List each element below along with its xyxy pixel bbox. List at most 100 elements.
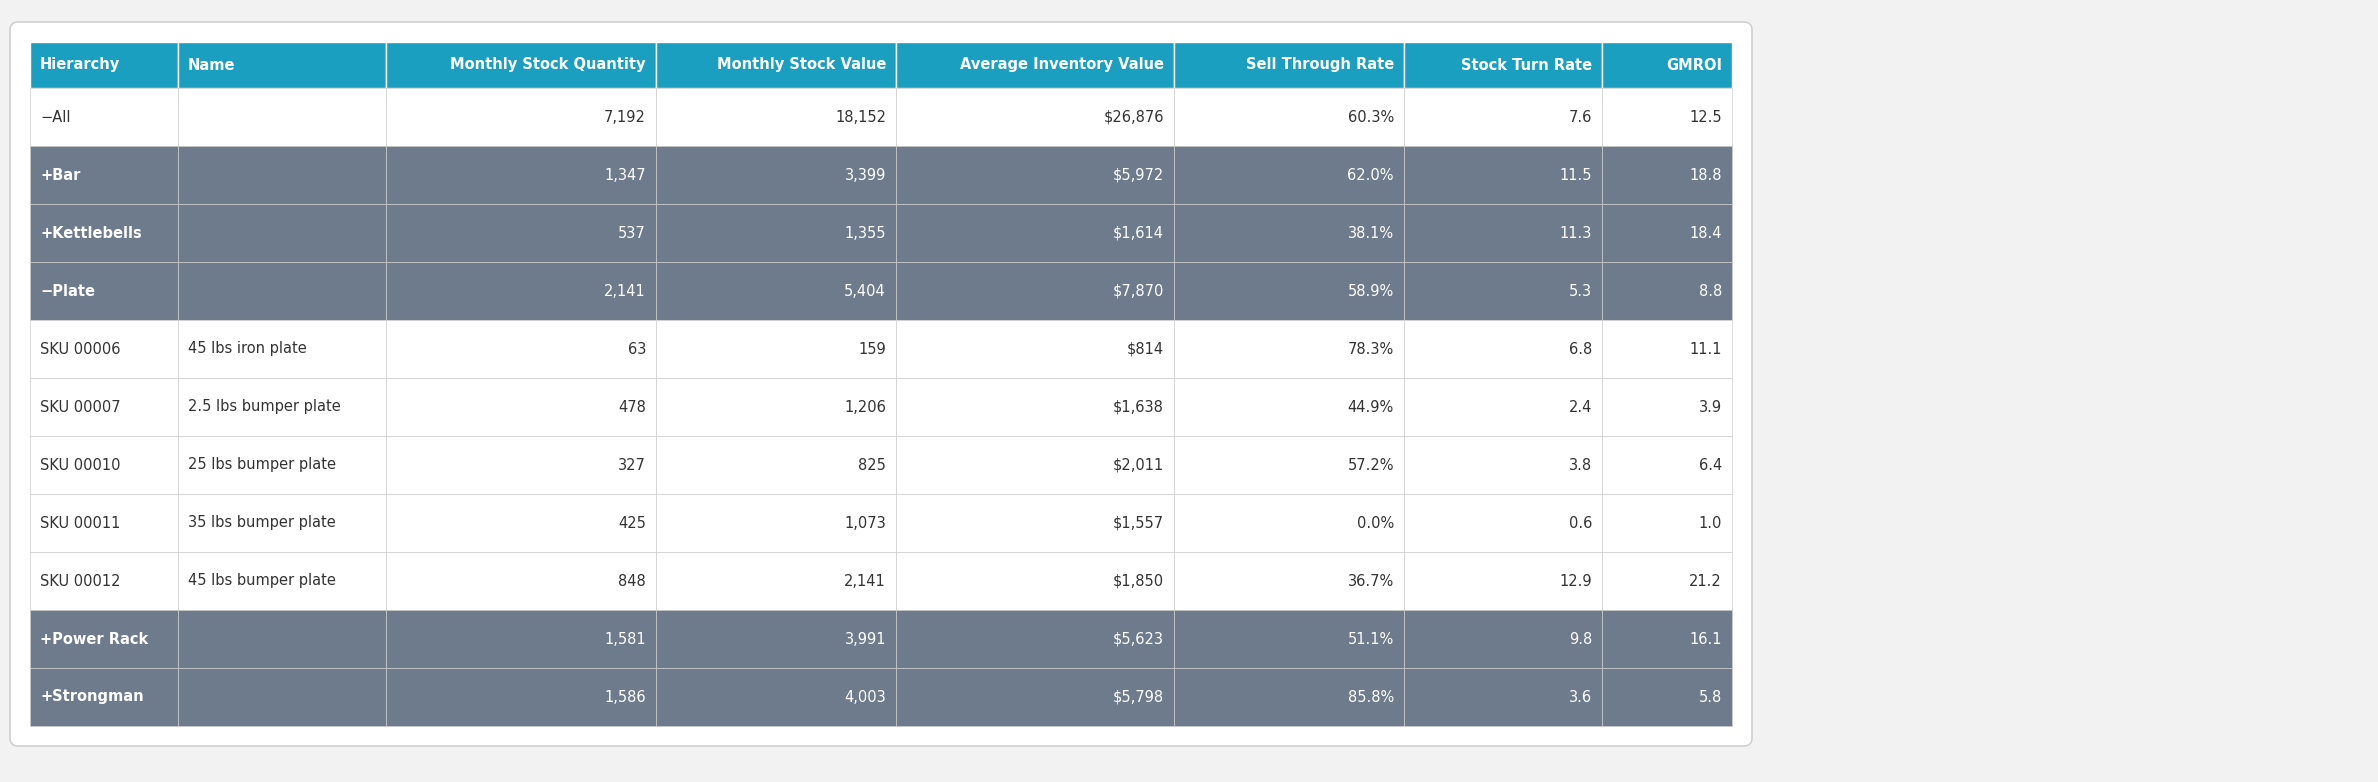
Bar bbox=[31, 610, 178, 668]
Text: 62.0%: 62.0% bbox=[1348, 167, 1394, 182]
Bar bbox=[897, 88, 1175, 146]
Bar bbox=[178, 610, 385, 668]
Bar bbox=[1403, 494, 1603, 552]
Bar bbox=[656, 668, 897, 726]
Text: 478: 478 bbox=[618, 400, 647, 414]
Bar bbox=[656, 494, 897, 552]
Text: 78.3%: 78.3% bbox=[1348, 342, 1394, 357]
Bar bbox=[1603, 378, 1731, 436]
Text: GMROI: GMROI bbox=[1667, 58, 1722, 73]
Bar bbox=[1603, 42, 1731, 88]
Text: Monthly Stock Value: Monthly Stock Value bbox=[716, 58, 887, 73]
Bar bbox=[385, 204, 656, 262]
Text: 3,399: 3,399 bbox=[844, 167, 887, 182]
Bar bbox=[385, 88, 656, 146]
Text: 327: 327 bbox=[618, 457, 647, 472]
Text: 7.6: 7.6 bbox=[1569, 109, 1591, 124]
Text: 57.2%: 57.2% bbox=[1348, 457, 1394, 472]
Bar bbox=[1403, 378, 1603, 436]
Bar bbox=[1175, 42, 1403, 88]
Bar bbox=[897, 436, 1175, 494]
Bar bbox=[178, 320, 385, 378]
Text: 60.3%: 60.3% bbox=[1348, 109, 1394, 124]
Text: 2.5 lbs bumper plate: 2.5 lbs bumper plate bbox=[188, 400, 340, 414]
Text: 2,141: 2,141 bbox=[844, 573, 887, 589]
Text: 63: 63 bbox=[628, 342, 647, 357]
Text: $1,638: $1,638 bbox=[1113, 400, 1163, 414]
Bar bbox=[31, 494, 178, 552]
Text: 848: 848 bbox=[618, 573, 647, 589]
Text: +Power Rack: +Power Rack bbox=[40, 632, 147, 647]
Bar bbox=[31, 146, 178, 204]
Text: −All: −All bbox=[40, 109, 71, 124]
Text: 1.0: 1.0 bbox=[1698, 515, 1722, 530]
Bar bbox=[1603, 146, 1731, 204]
Bar bbox=[178, 378, 385, 436]
Bar bbox=[385, 262, 656, 320]
Bar bbox=[1603, 262, 1731, 320]
Text: 3.9: 3.9 bbox=[1698, 400, 1722, 414]
Text: 21.2: 21.2 bbox=[1688, 573, 1722, 589]
Text: 45 lbs iron plate: 45 lbs iron plate bbox=[188, 342, 307, 357]
Text: 1,355: 1,355 bbox=[844, 225, 887, 241]
Bar bbox=[178, 552, 385, 610]
Text: 8.8: 8.8 bbox=[1698, 284, 1722, 299]
Bar bbox=[31, 88, 178, 146]
Text: $26,876: $26,876 bbox=[1103, 109, 1163, 124]
Bar bbox=[1403, 42, 1603, 88]
Text: 11.5: 11.5 bbox=[1560, 167, 1591, 182]
Bar bbox=[1175, 146, 1403, 204]
Bar bbox=[178, 88, 385, 146]
Bar bbox=[385, 378, 656, 436]
Bar bbox=[1175, 262, 1403, 320]
Bar bbox=[1403, 436, 1603, 494]
Bar bbox=[31, 668, 178, 726]
Bar bbox=[1175, 552, 1403, 610]
Text: 1,206: 1,206 bbox=[844, 400, 887, 414]
Text: 3.6: 3.6 bbox=[1569, 690, 1591, 705]
Text: 11.3: 11.3 bbox=[1560, 225, 1591, 241]
Text: +Kettlebells: +Kettlebells bbox=[40, 225, 143, 241]
Text: 0.0%: 0.0% bbox=[1358, 515, 1394, 530]
Bar bbox=[385, 494, 656, 552]
Bar bbox=[656, 378, 897, 436]
Bar bbox=[385, 436, 656, 494]
Text: 0.6: 0.6 bbox=[1569, 515, 1591, 530]
Text: 537: 537 bbox=[618, 225, 647, 241]
Bar bbox=[31, 262, 178, 320]
Bar bbox=[897, 378, 1175, 436]
Bar bbox=[31, 204, 178, 262]
Text: 4,003: 4,003 bbox=[844, 690, 887, 705]
Bar bbox=[385, 42, 656, 88]
Bar bbox=[897, 494, 1175, 552]
Text: 58.9%: 58.9% bbox=[1348, 284, 1394, 299]
Bar bbox=[897, 204, 1175, 262]
Text: SKU 00007: SKU 00007 bbox=[40, 400, 121, 414]
Bar bbox=[1603, 436, 1731, 494]
Bar bbox=[31, 436, 178, 494]
Text: +Strongman: +Strongman bbox=[40, 690, 143, 705]
Text: 5,404: 5,404 bbox=[844, 284, 887, 299]
Bar bbox=[1603, 494, 1731, 552]
Bar bbox=[385, 668, 656, 726]
Bar bbox=[31, 378, 178, 436]
Bar bbox=[1175, 494, 1403, 552]
Text: 35 lbs bumper plate: 35 lbs bumper plate bbox=[188, 515, 335, 530]
Bar bbox=[897, 668, 1175, 726]
Text: 2.4: 2.4 bbox=[1569, 400, 1591, 414]
FancyBboxPatch shape bbox=[10, 22, 1753, 746]
Bar bbox=[385, 610, 656, 668]
Bar bbox=[1403, 204, 1603, 262]
Bar bbox=[178, 436, 385, 494]
Text: 5.3: 5.3 bbox=[1569, 284, 1591, 299]
Text: $5,972: $5,972 bbox=[1113, 167, 1163, 182]
Text: 18,152: 18,152 bbox=[835, 109, 887, 124]
Text: $814: $814 bbox=[1127, 342, 1163, 357]
Text: Average Inventory Value: Average Inventory Value bbox=[961, 58, 1163, 73]
Text: 2,141: 2,141 bbox=[604, 284, 647, 299]
Bar bbox=[1403, 320, 1603, 378]
Bar bbox=[897, 42, 1175, 88]
Bar bbox=[897, 552, 1175, 610]
Text: 5.8: 5.8 bbox=[1698, 690, 1722, 705]
Text: Sell Through Rate: Sell Through Rate bbox=[1246, 58, 1394, 73]
